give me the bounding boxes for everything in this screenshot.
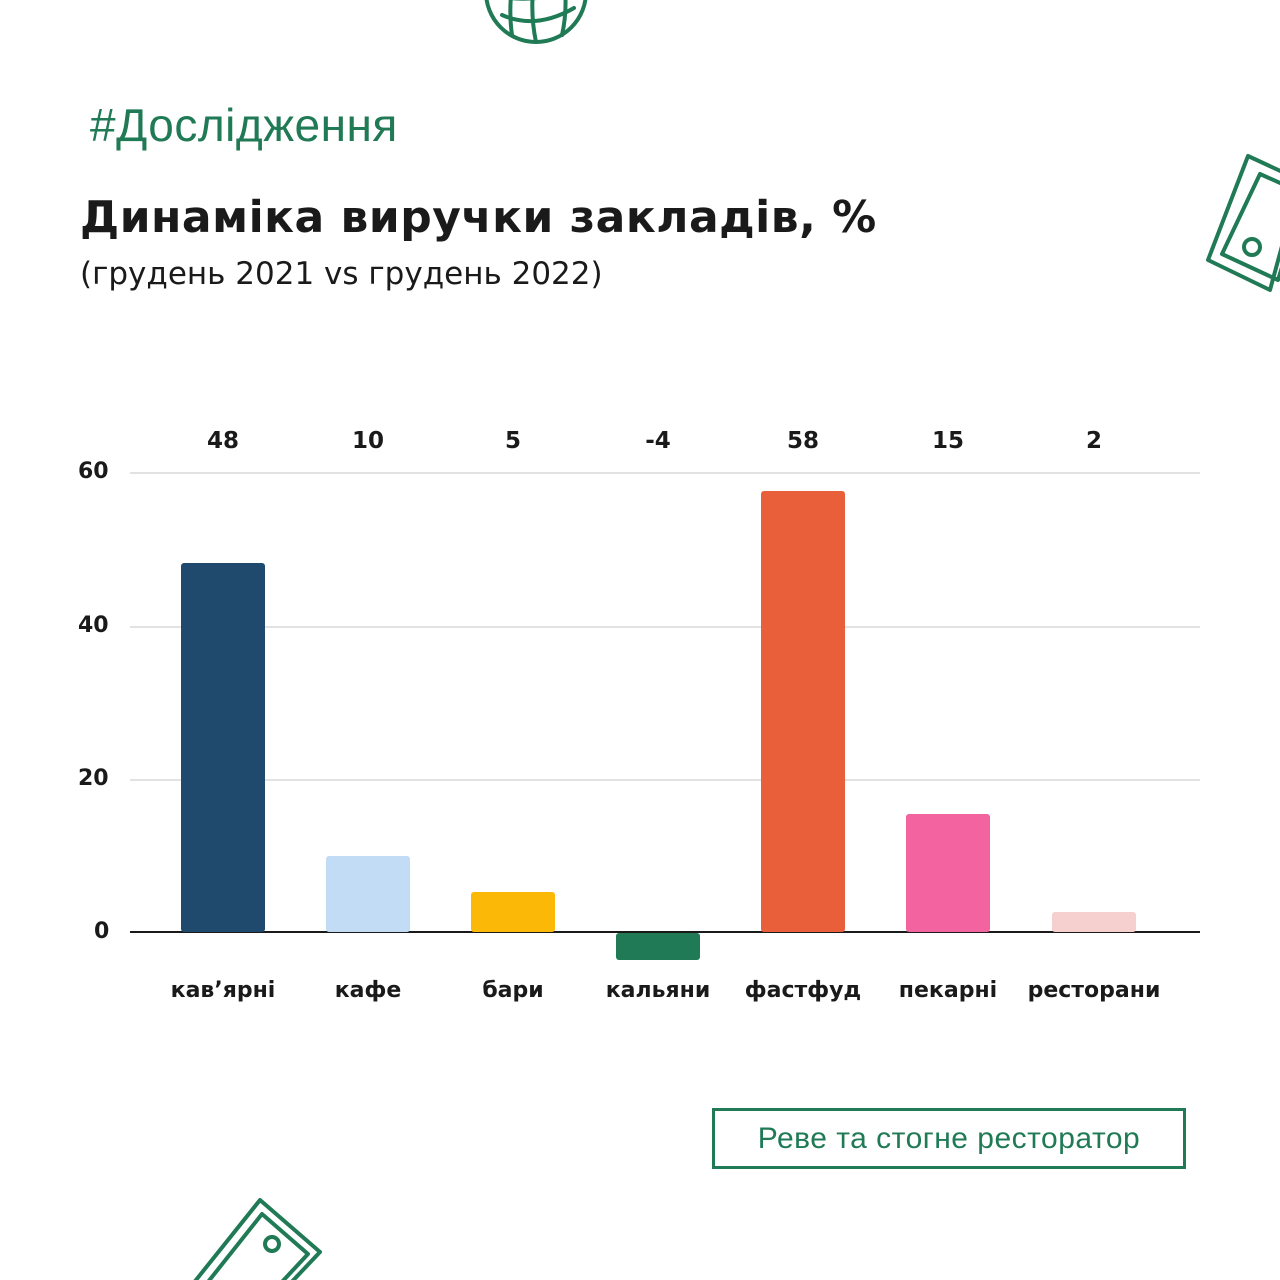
bar-restorany: [1052, 912, 1136, 932]
bar-pekarni: [906, 814, 990, 932]
category-label: бари: [482, 978, 544, 1003]
banknote-icon: [1206, 154, 1280, 292]
gridline-20: [130, 779, 1200, 781]
bar-fastfud: [761, 491, 845, 932]
category-label: кав’ярні: [170, 978, 276, 1003]
value-label: -4: [645, 428, 671, 454]
category-label: фастфуд: [744, 978, 862, 1003]
bar-kavyarni: [181, 563, 265, 932]
value-label: 15: [931, 428, 964, 454]
category-label: ресторани: [1027, 978, 1161, 1003]
value-label: 5: [504, 428, 521, 454]
source-badge: Реве та стогне ресторатор: [712, 1108, 1186, 1169]
banknote-icon: [193, 1198, 322, 1280]
value-label: 10: [351, 428, 384, 454]
value-label: 58: [786, 428, 819, 454]
category-label: кальяни: [605, 978, 711, 1003]
category-label: кафе: [334, 978, 402, 1003]
gridline-60: [130, 472, 1200, 474]
gridline-40: [130, 626, 1200, 628]
bar-kalyany: [616, 933, 700, 960]
source-label: Реве та стогне ресторатор: [757, 1121, 1141, 1155]
y-tick-40: 40: [78, 613, 109, 638]
value-label: 2: [1085, 428, 1102, 454]
y-tick-0: 0: [94, 919, 110, 944]
y-tick-60: 60: [78, 459, 109, 484]
bar-bary: [471, 892, 555, 932]
chart-subtitle: (грудень 2021 vs грудень 2022): [80, 256, 603, 292]
category-label: пекарні: [898, 978, 998, 1003]
chart-title: Динаміка виручки закладів, %: [80, 192, 877, 243]
hashtag-label: #Дослідження: [90, 99, 398, 151]
y-tick-20: 20: [78, 766, 109, 791]
zero-axis-line: [130, 931, 1200, 933]
globe-icon: [484, 0, 588, 44]
value-label: 48: [206, 428, 239, 454]
bar-kafe: [326, 856, 410, 932]
